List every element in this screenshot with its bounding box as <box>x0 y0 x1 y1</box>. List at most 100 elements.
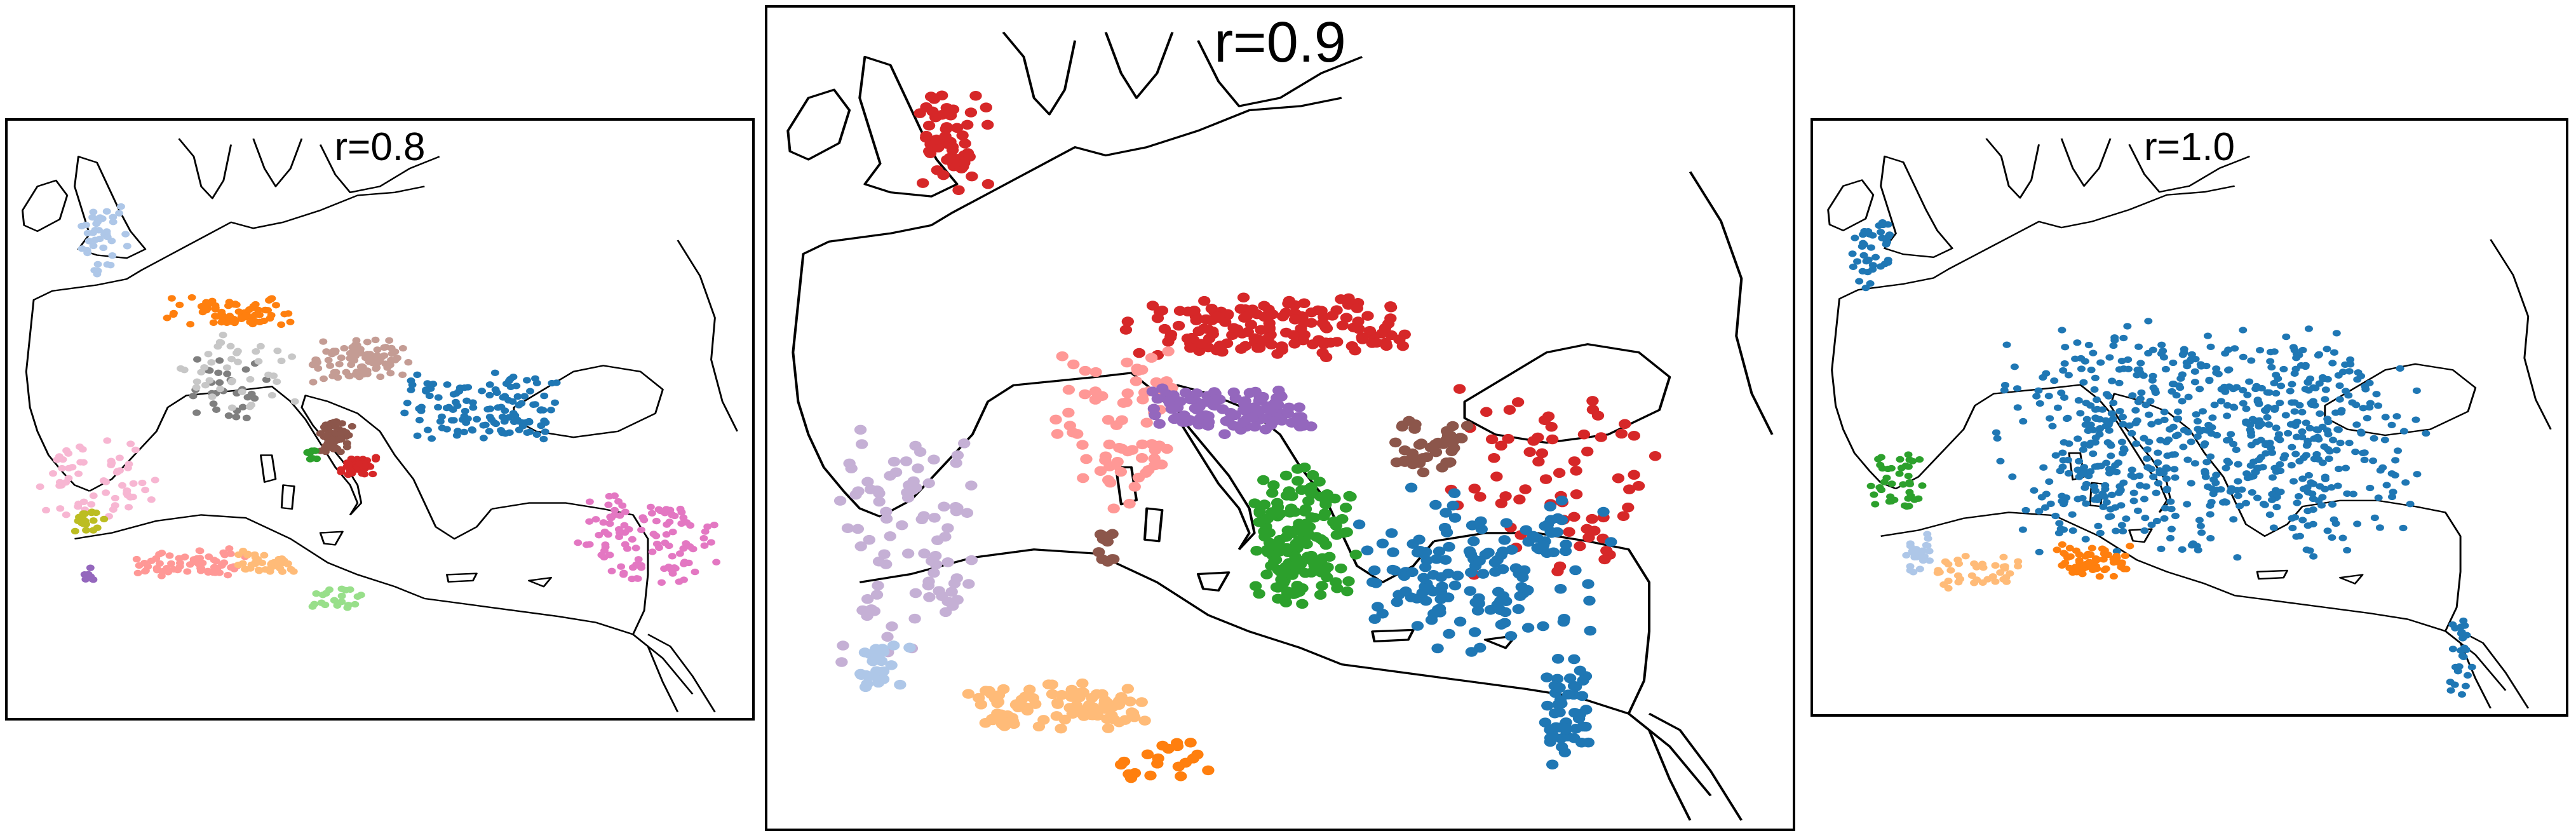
site-point-blue <box>2336 439 2345 447</box>
site-point-red <box>1275 341 1288 351</box>
site-point-rose_brown <box>319 338 328 345</box>
site-point-red <box>1352 324 1365 334</box>
site-point-light_blue <box>854 668 867 679</box>
site-point-purple <box>1227 421 1240 431</box>
site-point-pink_salmon <box>1153 440 1166 450</box>
site-point-green <box>1298 506 1311 517</box>
site-point-red <box>1623 484 1636 494</box>
site-point-blue <box>2212 471 2221 478</box>
site-point-lavender <box>856 605 869 616</box>
site-point-orange <box>234 308 243 315</box>
site-point-pink_salmon <box>225 545 234 552</box>
site-point-pink_salmon <box>1049 414 1062 425</box>
site-point-light_blue <box>83 249 92 257</box>
site-point-blue <box>2129 473 2138 480</box>
site-point-red <box>1318 339 1330 349</box>
site-point-green <box>1317 536 1330 546</box>
site-point-rose_brown <box>320 375 328 383</box>
site-point-light_blue <box>903 642 916 653</box>
site-point-light_orange <box>251 554 260 561</box>
site-point-pink_salmon <box>1062 407 1075 418</box>
site-point-blue <box>2284 430 2293 437</box>
site-point-rose_brown <box>352 369 361 376</box>
site-point-blue <box>2341 361 2350 369</box>
site-point-blue <box>2183 429 2192 436</box>
site-point-light_orange <box>980 686 992 696</box>
site-point-blue <box>2079 470 2087 478</box>
site-point-green <box>1870 491 1878 498</box>
site-point-magenta <box>668 570 677 577</box>
site-point-gray <box>212 406 220 413</box>
site-point-blue <box>2246 462 2255 469</box>
site-point-brown <box>1447 436 1460 447</box>
site-point-pink_salmon <box>1067 359 1080 370</box>
site-point-blue <box>2171 474 2180 481</box>
site-point-pink_salmon <box>1132 472 1145 483</box>
site-point-pink_salmon <box>158 550 166 557</box>
site-point-blue <box>2008 473 2017 480</box>
site-point-light_green <box>318 592 327 599</box>
site-point-green <box>1278 566 1290 577</box>
site-point-red <box>1198 295 1211 306</box>
site-point-blue <box>1849 263 1858 270</box>
site-point-rose_brown <box>337 354 346 362</box>
site-point-red <box>1172 320 1185 331</box>
site-point-red <box>1315 306 1328 316</box>
site-point-blue <box>2084 427 2093 434</box>
site-point-blue <box>1551 513 1564 524</box>
site-point-blue <box>2170 466 2179 473</box>
site-point-blue <box>2263 414 2272 421</box>
site-point-blue <box>2089 450 2098 457</box>
site-point-red <box>1511 397 1525 407</box>
site-point-blue <box>2109 399 2118 407</box>
site-point-blue <box>2459 653 2468 661</box>
site-point-blue <box>2226 488 2235 495</box>
site-point-blue <box>2369 457 2378 464</box>
site-point-blue <box>2204 421 2213 429</box>
site-point-blue <box>2241 499 2251 507</box>
site-point-blue <box>2266 358 2275 365</box>
site-point-orange <box>1162 743 1175 754</box>
site-point-blue <box>1559 546 1572 557</box>
site-point-lavender <box>841 523 854 534</box>
site-point-light_green <box>330 597 339 604</box>
site-point-blue <box>1537 540 1550 550</box>
site-point-blue <box>2170 451 2180 458</box>
site-point-green <box>1269 555 1283 565</box>
site-point-blue <box>520 393 529 400</box>
site-point-blue <box>2159 354 2168 361</box>
site-point-pink_salmon <box>1051 429 1064 439</box>
site-point-blue <box>2288 524 2297 532</box>
site-point-blue <box>424 426 432 433</box>
site-point-blue <box>2145 411 2154 418</box>
site-point-red <box>1553 561 1567 572</box>
site-point-blue <box>515 426 523 433</box>
site-point-magenta <box>710 522 718 529</box>
site-point-light_blue <box>115 210 124 217</box>
site-point-magenta <box>668 553 677 560</box>
site-point-blue <box>2176 384 2185 391</box>
site-point-blue <box>1411 621 1424 631</box>
coastline-segment <box>74 514 694 695</box>
site-point-red <box>1361 311 1374 321</box>
site-point-gray <box>232 414 241 421</box>
site-point-light_blue <box>872 677 885 688</box>
site-point-pink_salmon <box>1136 439 1149 450</box>
site-point-light_pink <box>123 464 132 471</box>
site-point-light_gray <box>290 398 299 405</box>
site-point-light_pink <box>56 505 65 512</box>
site-point-light_orange <box>239 548 248 555</box>
site-point-magenta <box>597 552 606 559</box>
site-point-light_gray <box>226 342 235 350</box>
site-point-orange <box>2117 559 2126 566</box>
site-point-blue <box>2105 470 2114 477</box>
site-point-brown <box>1398 445 1412 456</box>
site-point-blue <box>2274 375 2283 383</box>
site-point-blue <box>425 392 434 400</box>
site-point-rose_brown <box>373 346 382 353</box>
site-point-light_orange <box>1021 705 1034 716</box>
site-point-red <box>1649 450 1662 461</box>
site-point-lavender <box>923 592 936 602</box>
site-point-red <box>1581 446 1594 457</box>
site-point-rose_brown <box>346 355 354 362</box>
